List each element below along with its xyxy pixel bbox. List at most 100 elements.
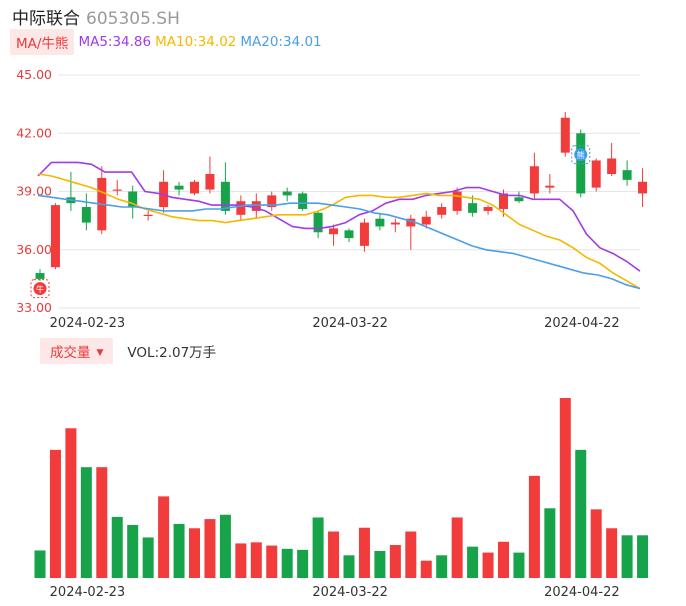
candle-body xyxy=(437,207,447,215)
volume-bar xyxy=(590,509,602,578)
candle-body xyxy=(143,214,153,216)
candle-body xyxy=(282,191,292,196)
candle-body xyxy=(529,166,539,194)
candle-body xyxy=(545,185,555,188)
candle-body xyxy=(499,193,508,209)
volume-bar xyxy=(204,519,216,578)
candle-body xyxy=(81,207,91,223)
candle-body xyxy=(390,222,400,225)
candle-body xyxy=(251,201,261,211)
volume-bar xyxy=(49,449,61,578)
volume-bar xyxy=(575,449,587,578)
volume-bar xyxy=(266,545,278,578)
candle-body xyxy=(128,191,138,208)
stock-code: 605305.SH xyxy=(86,9,180,29)
volume-bar xyxy=(637,535,649,578)
candle-body xyxy=(220,181,230,211)
stock-name: 中际联合 xyxy=(12,9,80,29)
ma20-readout: MA20:34.01 xyxy=(240,34,322,50)
volume-tab-label: 成交量 xyxy=(50,345,91,361)
caret-down-icon: ▼ xyxy=(96,348,104,358)
ma10-readout: MA10:34.02 xyxy=(155,34,237,50)
candle-body xyxy=(622,170,632,180)
candle-body xyxy=(576,133,586,194)
volume-bar xyxy=(312,517,324,578)
volume-bar xyxy=(420,560,432,578)
candle-body xyxy=(298,193,308,209)
candle-body xyxy=(313,212,323,233)
volume-bar xyxy=(606,528,618,578)
candle-body xyxy=(452,191,462,211)
date-tick-label: 2024-04-22 xyxy=(544,316,620,331)
ma10-line xyxy=(37,173,641,290)
volume-bar xyxy=(127,525,139,578)
volume-bar xyxy=(436,555,448,578)
candle-body xyxy=(50,205,60,268)
volume-bar xyxy=(297,549,309,578)
bull-signal-label: 牛 xyxy=(36,284,44,294)
volume-bar xyxy=(96,467,108,578)
candle-body xyxy=(638,181,648,194)
candle-body xyxy=(483,207,493,211)
candle-body xyxy=(406,218,416,227)
volume-readout: VOL:2.07万手 xyxy=(127,345,217,361)
price-tick-label: 42.00 xyxy=(16,125,52,140)
volume-bar xyxy=(528,475,540,578)
volume-date-tick-label: 2024-04-22 xyxy=(544,585,620,600)
candle-body xyxy=(375,218,385,227)
ma20-line xyxy=(37,194,641,290)
volume-bar xyxy=(80,467,92,578)
ma5-readout: MA5:34.86 xyxy=(78,34,152,50)
ma-legend: MA/牛熊 MA5:34.86 MA10:34.02 MA20:34.01 xyxy=(10,29,326,55)
volume-bar xyxy=(235,543,247,578)
volume-bar xyxy=(111,516,123,578)
price-tick-label: 36.00 xyxy=(16,242,52,257)
bear-signal-label: 熊 xyxy=(577,150,585,160)
stock-title: 中际联合 605305.SH xyxy=(12,4,180,29)
candle-body xyxy=(468,203,478,213)
candle-body xyxy=(267,195,277,208)
volume-bar xyxy=(482,552,494,578)
price-tick-label: 45.00 xyxy=(16,67,52,82)
volume-bar xyxy=(467,546,479,578)
volume-bar xyxy=(189,528,200,578)
volume-date-tick-label: 2024-02-23 xyxy=(50,585,126,600)
volume-bar xyxy=(451,517,463,578)
volume-bar xyxy=(281,548,293,578)
candle-body xyxy=(514,197,524,202)
price-tick-label: 33.00 xyxy=(16,300,52,315)
candle-body xyxy=(591,160,601,188)
volume-bar xyxy=(621,535,633,578)
price-tick-label: 39.00 xyxy=(16,184,52,199)
candle-body xyxy=(329,228,339,235)
volume-bar xyxy=(173,523,185,578)
candle-body xyxy=(236,201,246,215)
volume-bar xyxy=(158,496,170,578)
candle-body xyxy=(174,185,184,190)
volume-bar xyxy=(343,555,355,578)
volume-bar xyxy=(513,552,525,578)
date-tick-label: 2024-03-22 xyxy=(312,316,388,331)
volume-bar xyxy=(250,542,262,578)
bull-signal-icon xyxy=(33,282,47,296)
candle-body xyxy=(112,189,122,191)
bear-signal-icon xyxy=(574,148,588,162)
volume-bar xyxy=(498,541,509,578)
volume-bar xyxy=(219,514,231,578)
volume-bar xyxy=(34,550,46,578)
volume-indicator-tab[interactable]: 成交量 ▼ xyxy=(40,338,114,364)
volume-bar xyxy=(559,398,571,578)
candle-body xyxy=(359,222,369,246)
volume-legend: 成交量 ▼ VOL:2.07万手 xyxy=(40,338,217,364)
volume-bar xyxy=(389,545,401,578)
date-tick-label: 2024-02-23 xyxy=(50,316,126,331)
volume-bar xyxy=(65,428,77,578)
candle-body xyxy=(344,230,354,239)
volume-bar xyxy=(358,527,370,578)
volume-bar xyxy=(328,531,340,578)
candle-body xyxy=(607,158,617,175)
ma-indicator-tab[interactable]: MA/牛熊 xyxy=(10,29,75,55)
candle-body xyxy=(560,117,570,153)
volume-bar xyxy=(405,531,417,578)
